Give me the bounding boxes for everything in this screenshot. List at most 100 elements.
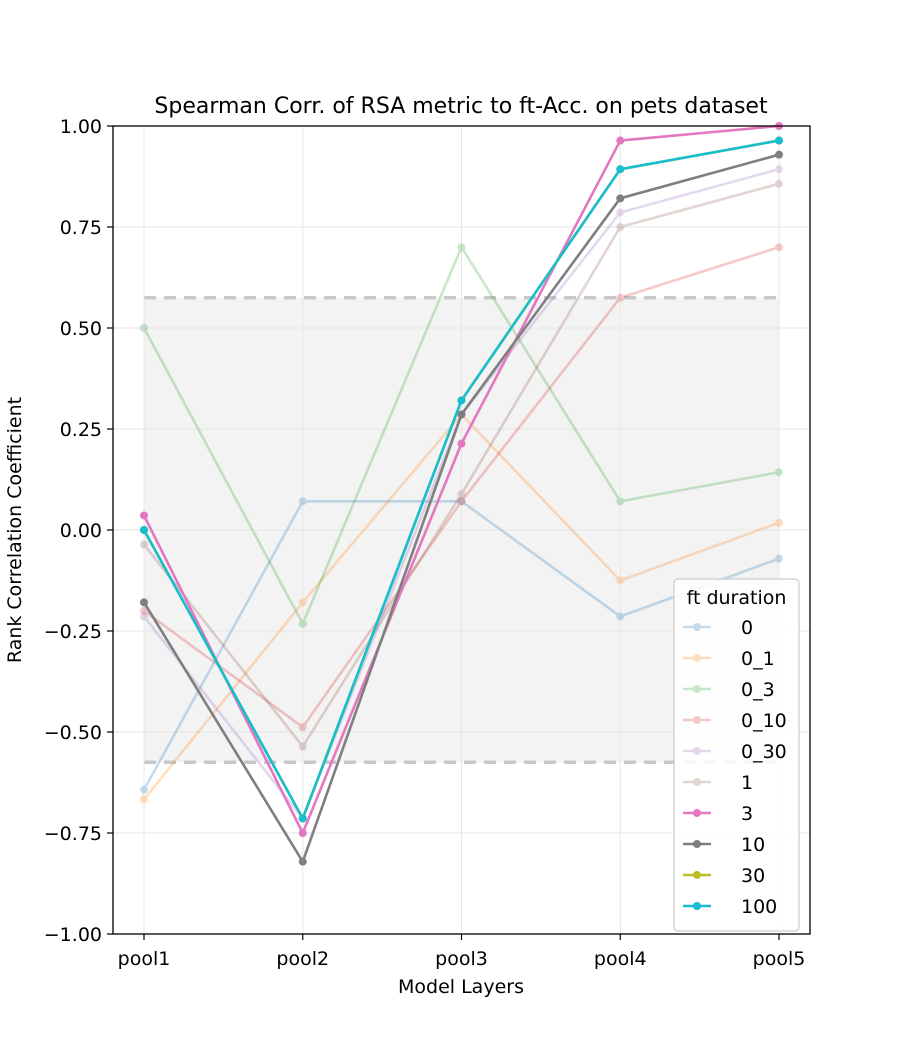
legend-swatch	[683, 654, 711, 662]
legend-swatch-marker	[693, 654, 701, 662]
legend-label: 0_30	[741, 741, 787, 763]
legend-title: ft duration	[687, 587, 787, 609]
series-line	[142, 182, 780, 748]
legend-label: 0	[741, 617, 753, 639]
y-tick-label: −0.50	[44, 722, 102, 744]
data-point	[616, 194, 625, 203]
data-point	[298, 829, 307, 837]
data-point	[616, 136, 625, 145]
data-point	[457, 497, 466, 506]
data-point	[775, 136, 783, 145]
x-tick-label: pool2	[276, 948, 329, 970]
data-point	[775, 518, 783, 527]
data-point	[616, 576, 625, 585]
data-point	[457, 410, 466, 419]
data-point	[140, 795, 148, 804]
data-point	[298, 619, 307, 628]
legend-label: 30	[741, 865, 765, 887]
y-tick-label: 0.00	[60, 520, 102, 542]
data-point	[457, 490, 466, 499]
legend-entry: 3	[683, 803, 753, 825]
series-line	[143, 245, 780, 729]
x-tick-label: pool4	[594, 948, 647, 970]
data-point	[775, 243, 783, 252]
data-point	[775, 468, 783, 477]
legend-label: 0_3	[741, 679, 775, 701]
data-point	[140, 606, 148, 615]
x-axis-label: Model Layers	[398, 976, 524, 998]
legend-entry: 100	[683, 896, 777, 918]
legend-swatch	[683, 716, 711, 724]
legend-swatch-marker	[693, 778, 701, 786]
x-tick-label: pool1	[118, 948, 171, 970]
data-point	[140, 526, 148, 534]
legend-entry: 1	[683, 772, 753, 794]
series-layer	[140, 122, 783, 866]
series-10	[140, 150, 783, 866]
legend-label: 0_10	[741, 710, 787, 732]
series-line	[142, 245, 780, 626]
y-tick-label: −1.00	[44, 924, 102, 946]
data-point	[140, 785, 148, 794]
data-point	[298, 497, 307, 506]
legend-swatch	[683, 871, 711, 879]
data-point	[140, 540, 148, 549]
legend-label: 3	[741, 803, 753, 825]
y-tick-label: −0.25	[44, 621, 102, 643]
legend-label: 0_1	[741, 648, 775, 670]
legend-label: 1	[741, 772, 753, 794]
y-axis-ticks: −1.00 −0.75 −0.50 −0.25 0.00 0.25 0.50 0.75 1.00	[44, 116, 113, 946]
data-point	[616, 612, 625, 621]
series-0	[140, 497, 783, 794]
legend-entry: 30	[683, 865, 765, 887]
data-point	[616, 223, 625, 231]
legend-entry: 10	[683, 834, 765, 856]
legend-entry: 0_30	[683, 741, 787, 763]
x-tick-label: pool5	[753, 948, 806, 970]
legend-swatch	[683, 809, 711, 817]
legend-swatch-marker	[693, 623, 701, 631]
data-point	[775, 179, 783, 188]
legend-swatch-marker	[693, 809, 701, 817]
y-tick-label: 0.75	[60, 217, 102, 239]
legend-entry: 0_3	[683, 679, 775, 701]
data-point	[457, 497, 466, 506]
legend-swatch-marker	[693, 840, 701, 848]
data-point	[775, 150, 783, 159]
data-point	[140, 511, 148, 520]
legend-swatch	[683, 840, 711, 848]
y-tick-label: −0.75	[44, 823, 102, 845]
y-tick-label: 1.00	[60, 116, 102, 138]
series-line	[142, 500, 780, 791]
legend-swatch-marker	[693, 747, 701, 755]
data-point	[140, 612, 148, 621]
legend-swatch-marker	[693, 685, 701, 693]
legend-label: 10	[741, 834, 765, 856]
data-point	[140, 324, 148, 332]
data-point	[298, 723, 307, 732]
data-point	[616, 497, 625, 506]
y-axis-label: Rank Correlation Coefficient	[4, 397, 26, 663]
data-point	[298, 598, 307, 607]
series-0-10	[140, 243, 783, 732]
chart-title: Spearman Corr. of RSA metric to ft-Acc. …	[154, 94, 768, 119]
data-point	[140, 598, 148, 607]
x-axis-ticks: pool1 pool2 pool3 pool4 pool5	[118, 934, 806, 970]
legend-label: 100	[741, 896, 777, 918]
series-1	[140, 179, 783, 751]
series-0-3	[140, 243, 783, 628]
data-point	[775, 554, 783, 563]
data-point	[775, 165, 783, 174]
data-point	[298, 857, 307, 866]
legend-swatch-marker	[693, 871, 701, 879]
legend-entry: 0_10	[683, 710, 787, 732]
legend: ft duration 0 0_1 0_3 0_10 0_30 1 3 10 30 100	[673, 578, 800, 932]
data-point	[616, 165, 625, 174]
legend-swatch	[683, 747, 711, 755]
data-point	[616, 208, 625, 217]
y-tick-label: 0.50	[60, 318, 102, 340]
legend-swatch	[683, 902, 711, 910]
data-point	[457, 439, 466, 448]
legend-swatch	[683, 685, 711, 693]
